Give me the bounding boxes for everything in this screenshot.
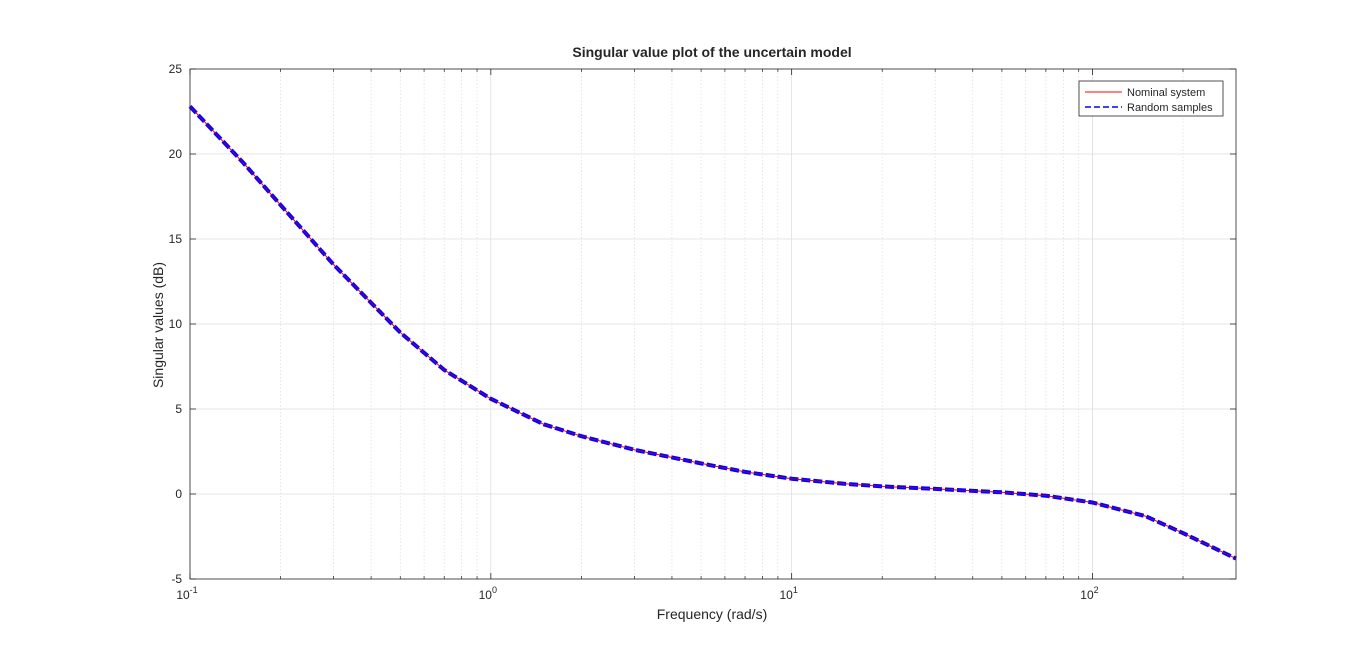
y-axis-label: Singular values (dB) — [150, 262, 166, 388]
legend-box — [1078, 80, 1224, 117]
series-line-nominal-overlay — [189, 106, 1237, 559]
x-axis-label: Frequency (rad/s) — [657, 606, 767, 622]
x-tick-label: 100 — [479, 585, 497, 602]
y-tick-label: 25 — [169, 62, 183, 76]
y-tick-label: 0 — [175, 487, 182, 501]
legend-label-samples: Random samples — [1127, 102, 1213, 114]
y-tick-label: 10 — [169, 317, 183, 331]
chart-title: Singular value plot of the uncertain mod… — [572, 44, 851, 60]
x-tick-label: 10-1 — [176, 585, 197, 602]
legend: Nominal system Random samples — [1078, 80, 1224, 117]
y-tick-label: -5 — [171, 572, 182, 586]
x-tick-label: 101 — [779, 585, 797, 602]
y-tick-label: 5 — [175, 402, 182, 416]
y-tick-label: 20 — [169, 147, 183, 161]
legend-label-nominal: Nominal system — [1127, 87, 1205, 99]
y-tick-label: 15 — [169, 232, 183, 246]
x-tick-label: 102 — [1080, 585, 1098, 602]
axis-ticks: 10-1 100 101 102 -5 0 5 10 15 20 25 — [169, 62, 1236, 602]
plot-series — [188, 105, 1237, 561]
